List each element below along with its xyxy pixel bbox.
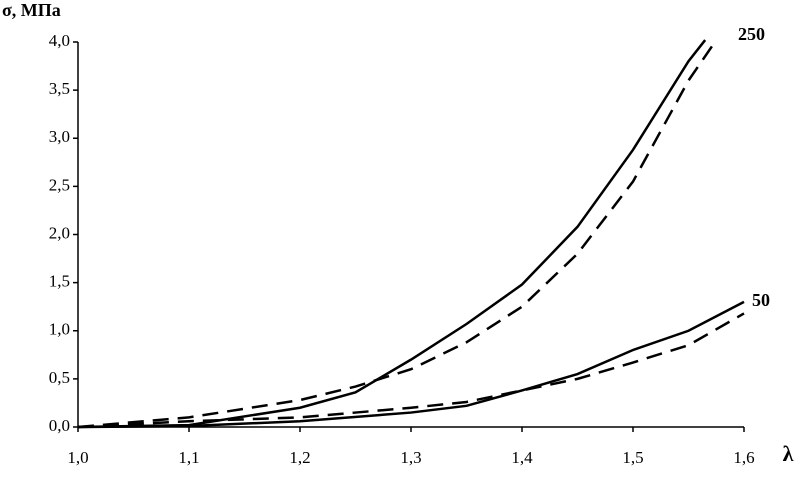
y-tick-label: 4,0 [49,31,70,50]
x-axis-label: λ [783,441,794,466]
x-tick-label: 1,6 [733,448,754,467]
x-tick-label: 1,5 [622,448,643,467]
y-tick-label: 2,5 [49,175,70,194]
series-line [77,39,718,429]
y-tick-label: 3,5 [49,79,70,98]
y-tick-label: 0,0 [49,416,70,435]
y-tick-label: 0,5 [49,368,70,387]
x-tick-label: 1,4 [511,448,533,467]
annotation: 250 [738,24,765,44]
series-line [77,312,745,429]
series-line [77,39,707,429]
y-axis-label: σ, МПа [2,0,61,20]
x-tick-label: 1,2 [289,448,310,467]
series-line [77,300,745,429]
annotation: 50 [752,290,770,310]
y-tick-label: 3,0 [49,127,70,146]
x-tick-label: 1,0 [67,448,88,467]
x-tick-label: 1,3 [400,448,421,467]
x-tick-label: 1,1 [178,448,199,467]
y-tick-label: 2,0 [49,223,70,242]
y-tick-label: 1,5 [49,272,70,291]
y-tick-label: 1,0 [49,320,70,339]
